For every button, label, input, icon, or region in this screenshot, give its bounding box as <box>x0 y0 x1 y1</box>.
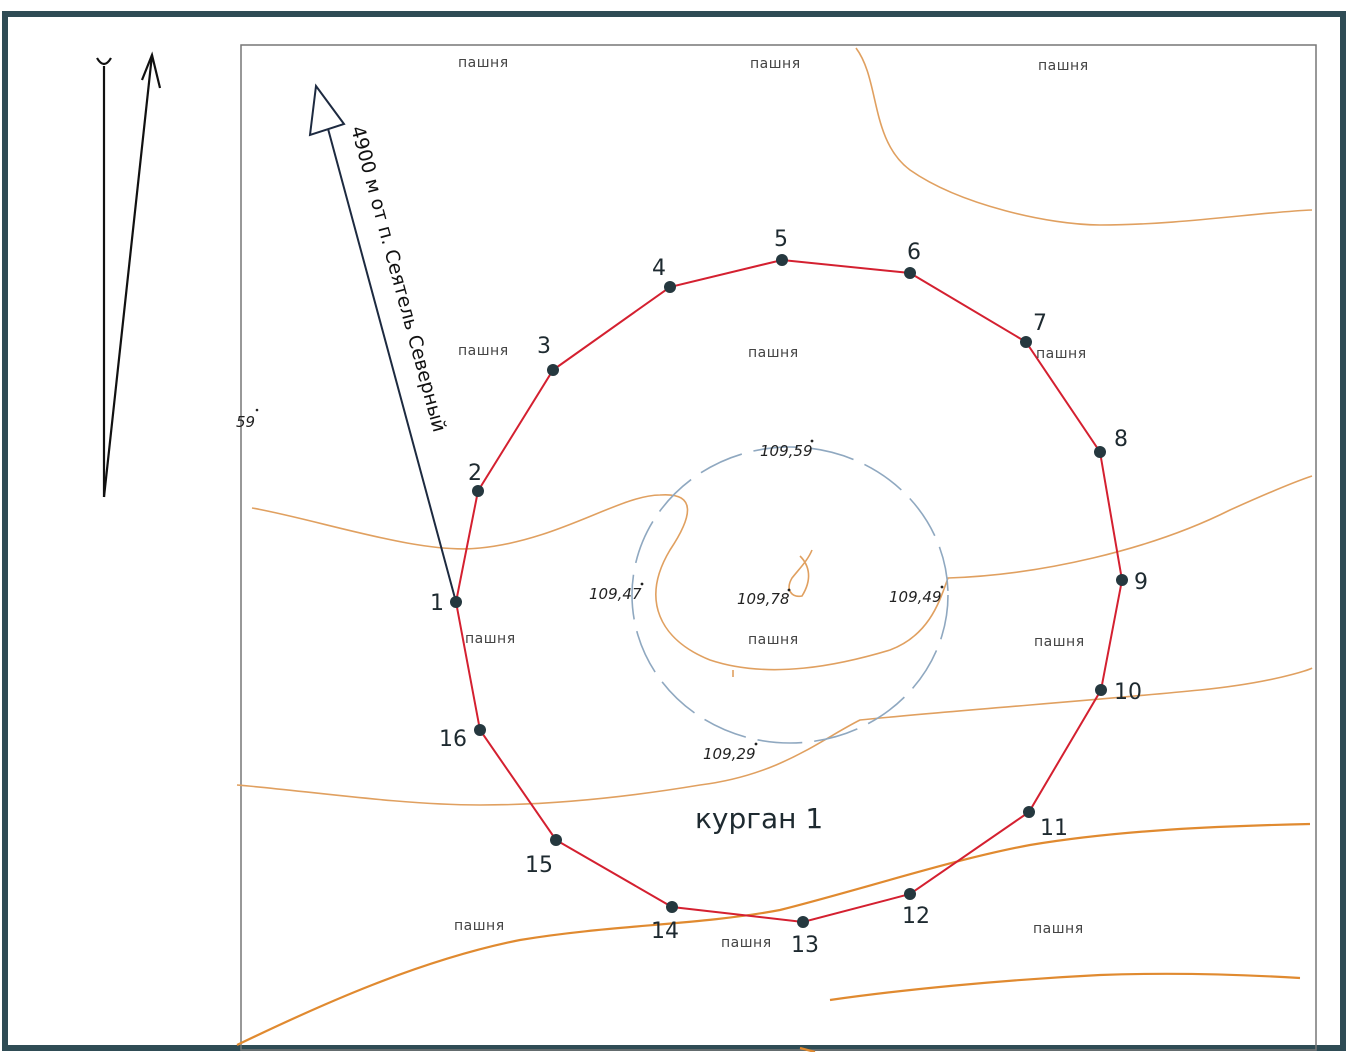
contour-lines <box>236 47 1313 806</box>
point-label: 16 <box>439 727 467 752</box>
elevation-dot <box>940 585 944 589</box>
point-label: 10 <box>1114 680 1142 705</box>
point-label: 12 <box>902 904 930 929</box>
point-label: 11 <box>1040 816 1068 841</box>
point-label: 8 <box>1114 427 1128 452</box>
land-labels: пашня пашня пашня пашня пашня пашня пашн… <box>454 55 1089 951</box>
edge-fragment: 59 <box>236 413 255 431</box>
land-label: пашня <box>1036 346 1087 362</box>
boundary-point <box>1094 446 1106 458</box>
point-label: 3 <box>537 334 551 359</box>
boundary-point <box>1116 574 1128 586</box>
contour-lines-strong <box>236 822 1311 1052</box>
north-arrow-icon <box>96 51 162 498</box>
land-label: пашня <box>458 343 509 359</box>
point-label: 9 <box>1134 570 1148 595</box>
elevation-marks: 109,59 109,47 109,78 109,49 109,29 <box>589 439 944 763</box>
boundary-point <box>474 724 486 736</box>
land-label: пашня <box>1038 58 1089 74</box>
boundary-point <box>1023 806 1035 818</box>
boundary-point <box>904 267 916 279</box>
auxiliary-contour <box>631 446 949 744</box>
point-label: 15 <box>525 853 553 878</box>
point-label: 2 <box>468 461 482 486</box>
boundary-point <box>776 254 788 266</box>
boundary-point <box>450 596 462 608</box>
point-label: 13 <box>791 933 819 958</box>
elevation-label: 109,29 <box>703 745 756 763</box>
elevation-dot <box>255 408 259 412</box>
land-label: пашня <box>750 56 801 72</box>
land-label: пашня <box>748 345 799 361</box>
boundary-point <box>666 901 678 913</box>
boundary-points <box>450 254 1128 928</box>
elevation-label: 109,59 <box>760 442 813 460</box>
boundary-point <box>797 916 809 928</box>
elevation-label: 109,78 <box>737 590 790 608</box>
elevation-dot <box>640 582 644 586</box>
boundary-point <box>550 834 562 846</box>
land-label: пашня <box>465 631 516 647</box>
point-label: 5 <box>774 227 788 252</box>
boundary-point <box>547 364 559 376</box>
elevation-label: 109,47 <box>589 585 642 603</box>
boundary-point <box>1020 336 1032 348</box>
elevation-dot <box>754 742 758 746</box>
point-label: 1 <box>430 591 444 616</box>
land-label: пашня <box>454 918 505 934</box>
boundary-point <box>664 281 676 293</box>
bearing-arrow <box>308 83 457 603</box>
map-title: курган 1 <box>695 802 823 835</box>
elevation-label: 109,49 <box>889 588 942 606</box>
elevation-dot <box>810 439 814 443</box>
land-label: пашня <box>721 935 772 951</box>
boundary-point <box>904 888 916 900</box>
boundary-point <box>1095 684 1107 696</box>
land-label: пашня <box>748 632 799 648</box>
land-label: пашня <box>1034 634 1085 650</box>
point-label: 7 <box>1033 311 1047 336</box>
point-label: 6 <box>907 240 921 265</box>
land-label: пашня <box>1033 921 1084 937</box>
map-frame-border <box>240 44 1317 1051</box>
boundary-point <box>472 485 484 497</box>
page-border <box>2 11 1346 1051</box>
elevation-dot <box>787 588 791 592</box>
point-label: 14 <box>651 919 679 944</box>
point-label: 4 <box>652 256 666 281</box>
land-label: пашня <box>458 55 509 71</box>
boundary-point-labels: 1 2 3 4 5 6 7 8 9 10 11 12 13 14 15 16 <box>430 227 1148 958</box>
